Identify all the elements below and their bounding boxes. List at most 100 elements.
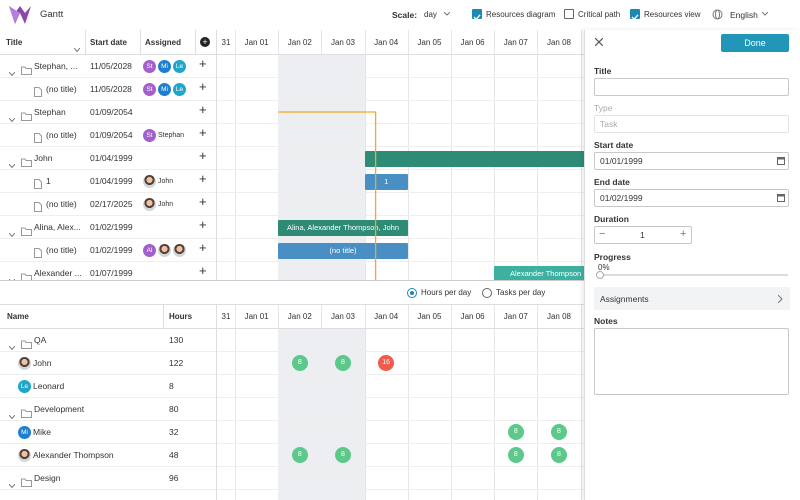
checkbox-label: Resources view — [644, 10, 701, 19]
file-icon — [34, 199, 42, 217]
date-header: Jan 05 — [417, 312, 442, 321]
expand-caret[interactable] — [8, 64, 16, 82]
expand-caret[interactable] — [8, 225, 16, 243]
add-subtask[interactable]: + — [199, 148, 207, 163]
expand-caret[interactable] — [8, 476, 16, 494]
column-line — [235, 305, 236, 500]
date-header: Jan 02 — [287, 37, 312, 47]
avatar: Al — [143, 244, 156, 257]
avatar-photo — [18, 357, 31, 370]
column-divider — [195, 30, 196, 55]
resource-timeline: 31 Jan 01 Jan 02 Jan 03 Jan 04 Jan 05 Jan 06 Ja… — [217, 305, 584, 500]
avatar-photo — [143, 198, 156, 211]
add-subtask[interactable]: + — [199, 79, 207, 94]
date-header: Jan 03 — [330, 37, 355, 47]
row-line — [217, 192, 584, 193]
column-line — [451, 305, 452, 500]
row-line — [217, 123, 584, 124]
header-border — [217, 54, 584, 55]
date-header: Jan 06 — [460, 312, 485, 321]
resource-name: Leonard — [33, 381, 65, 391]
expand-caret[interactable] — [8, 407, 16, 425]
globe-icon — [712, 9, 723, 20]
date-header: Jan 04 — [374, 312, 399, 321]
checkbox[interactable] — [630, 9, 640, 21]
add-task-button[interactable]: + — [200, 37, 210, 47]
check-mark — [473, 14, 481, 21]
task-start: 11/05/2028 — [90, 61, 132, 71]
column-line — [580, 305, 582, 500]
avatar: Le — [173, 60, 186, 73]
avatar: Mi — [18, 426, 31, 439]
task-bar[interactable]: Alexander Thompson — [494, 266, 584, 280]
logo — [9, 6, 31, 24]
add-subtask[interactable]: + — [199, 194, 207, 209]
resource-row: QA 130 — [0, 329, 216, 352]
task-title: (no title) — [46, 130, 77, 140]
add-subtask[interactable]: + — [199, 263, 207, 278]
add-subtask[interactable]: + — [199, 240, 207, 255]
radio-button[interactable] — [482, 288, 492, 298]
add-subtask[interactable]: + — [199, 102, 207, 117]
avatar-photo — [18, 449, 31, 462]
add-subtask[interactable]: + — [199, 125, 207, 140]
column-header: Title — [6, 38, 23, 47]
expand-caret[interactable] — [73, 40, 81, 58]
expand-caret[interactable] — [8, 271, 16, 280]
task-bar[interactable] — [364, 151, 584, 167]
resource-hours: 122 — [169, 358, 184, 368]
task-start: 01/04/1999 — [90, 176, 133, 186]
column-divider — [85, 30, 86, 55]
expand-caret[interactable] — [8, 338, 16, 356]
task-row: (no title) 01/02/1999 Al + — [0, 239, 216, 262]
column-line — [235, 30, 236, 280]
task-title: Alexander ... — [34, 268, 82, 278]
row-line — [217, 169, 584, 170]
row-line — [217, 77, 584, 78]
radio-dot — [410, 291, 414, 295]
row-line — [217, 238, 584, 239]
date-header: Jan 08 — [546, 37, 571, 47]
avatar: Le — [18, 380, 31, 393]
checkbox[interactable] — [564, 9, 574, 19]
row-line — [217, 466, 584, 467]
task-title: Stephan, ... — [34, 61, 78, 71]
task-row: John 01/04/1999 + — [0, 147, 216, 170]
checkbox-label: Critical path — [578, 10, 621, 19]
task-row: Stephan, ... 11/05/2028 St Mi Le + — [0, 55, 216, 78]
language-select[interactable]: English — [730, 10, 758, 20]
date-header: Jan 01 — [244, 37, 269, 47]
checkbox-label: Resources diagram — [486, 10, 556, 19]
row-line — [217, 397, 584, 398]
avatar: Mi — [158, 60, 171, 73]
grid-header: Title Start date Assigned + — [0, 30, 216, 58]
checkbox[interactable] — [472, 9, 482, 21]
task-grid: Title Start date Assigned + Stephan, ... 11/0… — [0, 30, 217, 280]
radio-button[interactable] — [407, 288, 417, 298]
resource-name: Alexander Thompson — [33, 450, 114, 460]
date-header: Jan 01 — [244, 312, 269, 321]
resource-row: John 122 — [0, 352, 216, 375]
resource-hours: 96 — [169, 473, 179, 483]
resource-row: Alexander Thompson 48 — [0, 444, 216, 467]
add-subtask[interactable]: + — [199, 171, 207, 186]
folder-icon — [21, 223, 32, 241]
radio-label: Hours per day — [421, 288, 472, 297]
resource-name: Mike — [33, 427, 51, 437]
resource-toolbar: Hours per day Tasks per day — [0, 280, 584, 305]
avatar: St — [143, 129, 156, 142]
task-title: John — [34, 153, 53, 163]
date-header: Jan 03 — [330, 312, 355, 321]
task-start: 01/09/2054 — [90, 107, 133, 117]
task-row: 1 01/04/1999 John + — [0, 170, 216, 193]
column-header: Start date — [90, 38, 127, 47]
add-subtask[interactable]: + — [199, 56, 207, 71]
scale-select[interactable]: day — [424, 10, 437, 19]
expand-caret[interactable] — [8, 110, 16, 128]
column-divider — [163, 305, 164, 329]
folder-icon — [21, 405, 32, 423]
date-header: Jan 08 — [546, 312, 571, 321]
expand-caret[interactable] — [8, 156, 16, 174]
add-subtask[interactable]: + — [199, 217, 207, 232]
date-header: 31 — [221, 37, 231, 47]
